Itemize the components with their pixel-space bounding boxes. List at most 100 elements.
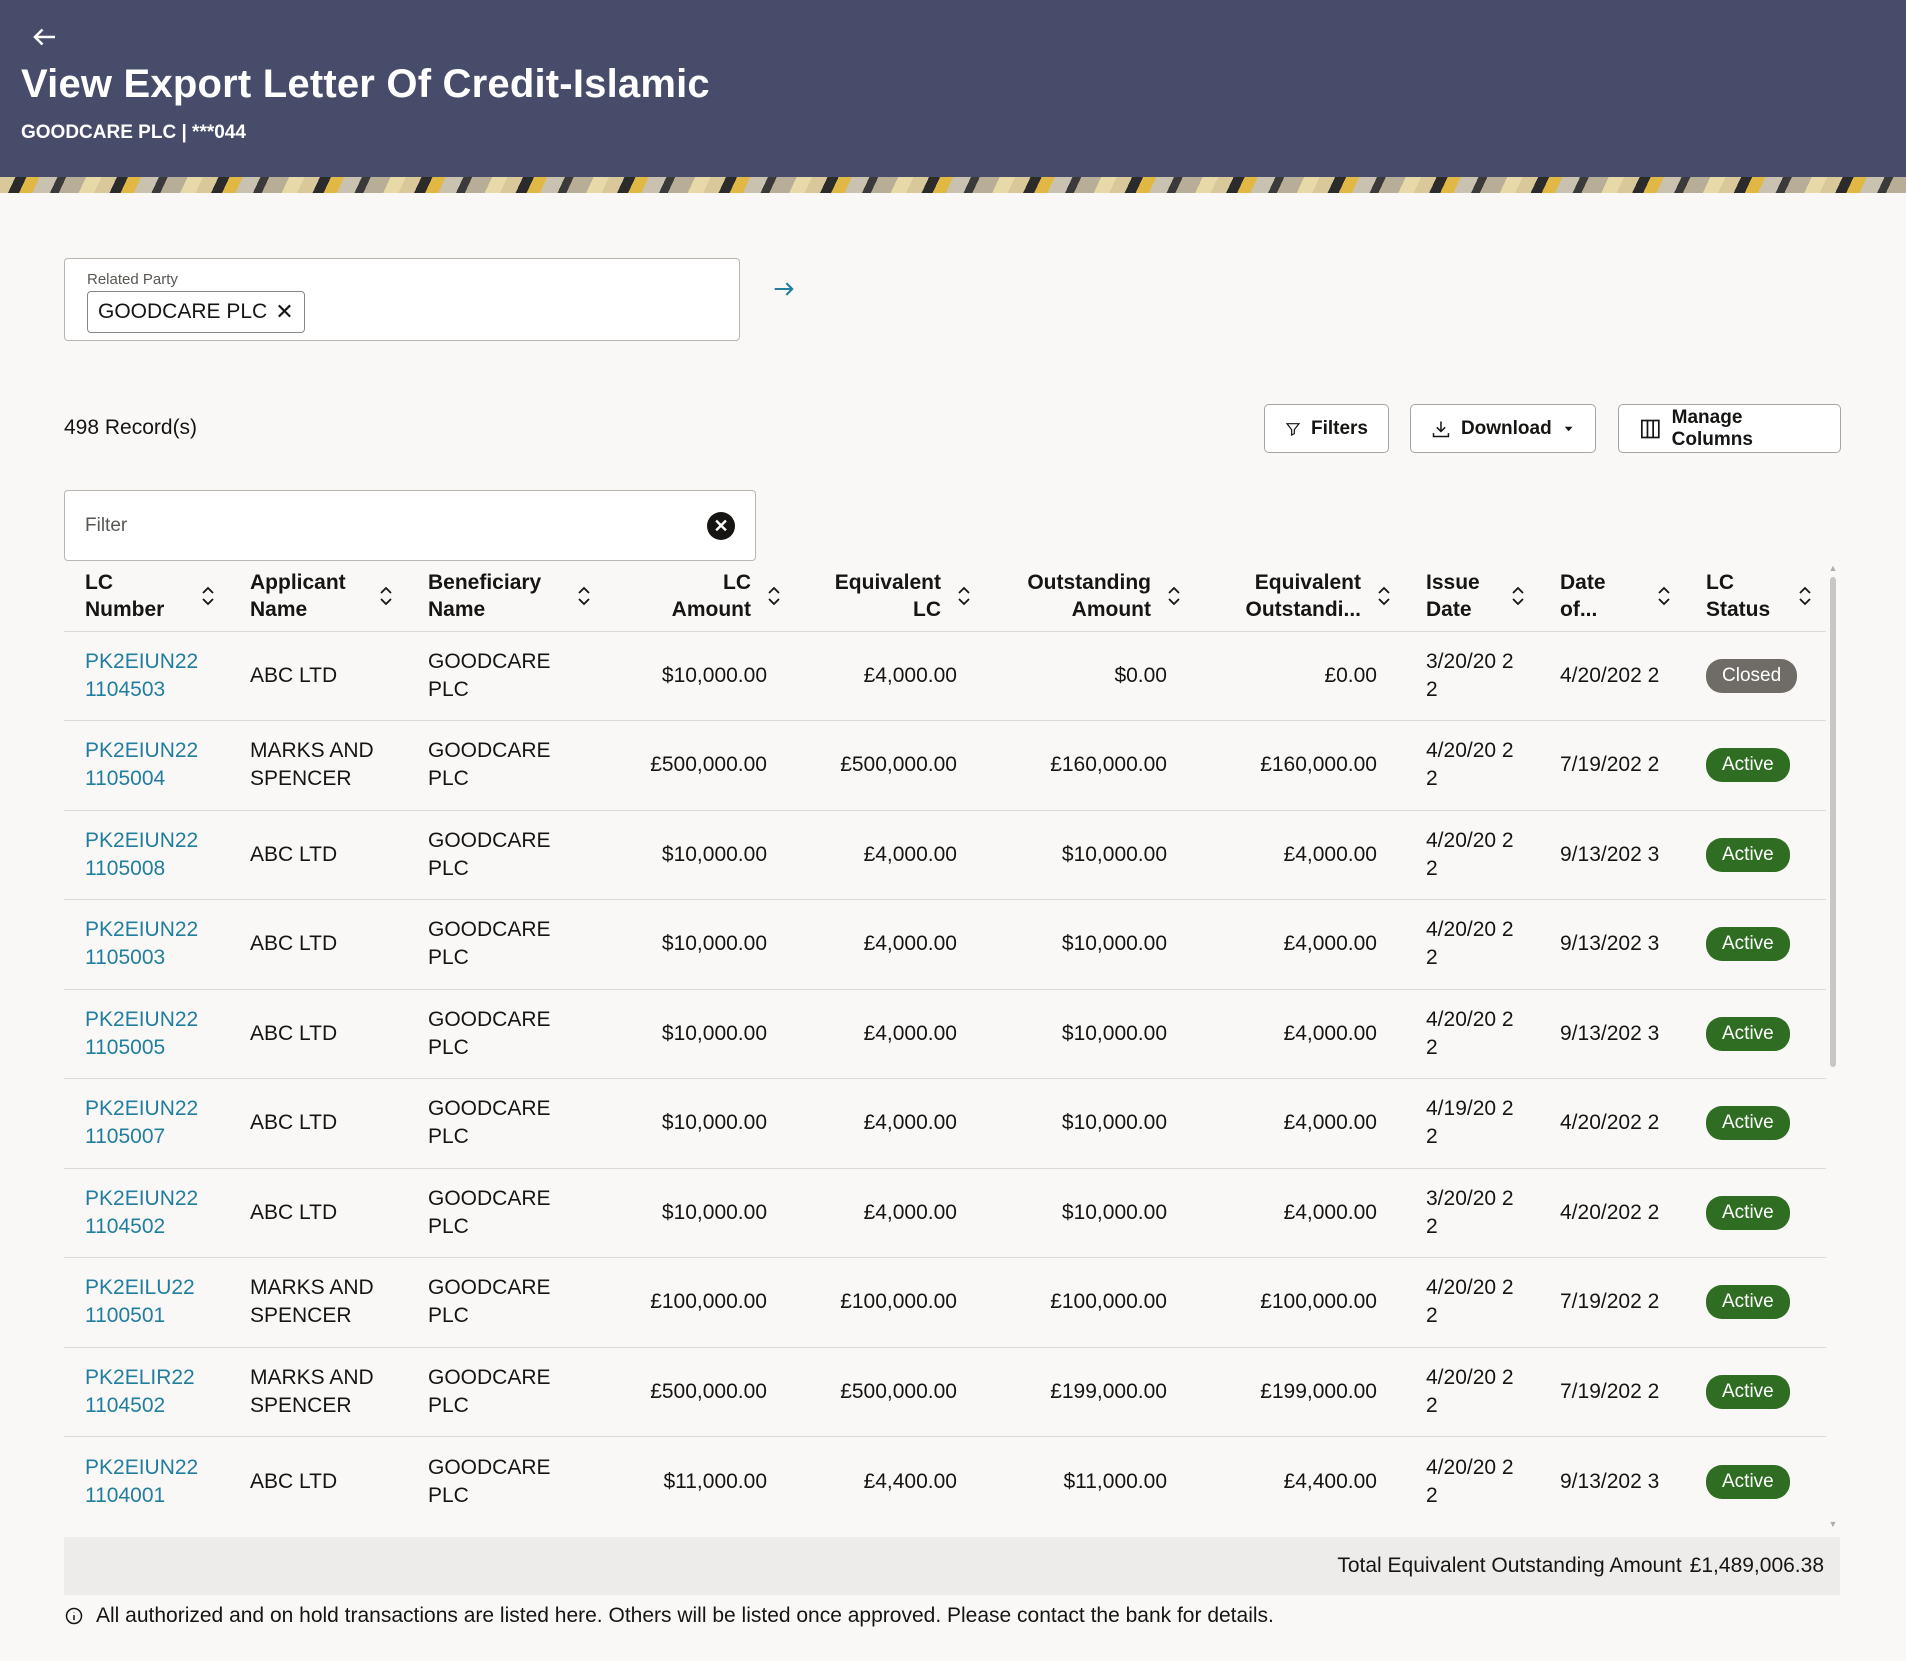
related-party-field[interactable]: Related Party GOODCARE PLC ✕ (64, 258, 740, 341)
column-header-label: Equivalent LC (835, 569, 941, 623)
scroll-up-icon[interactable]: ▲ (1828, 563, 1838, 573)
sort-icon[interactable] (1167, 585, 1181, 607)
status-badge: Closed (1706, 658, 1798, 693)
issue-date: 3/20/20 22 (1426, 1186, 1514, 1238)
equivalent-outstanding: £4,000.00 (1283, 1021, 1377, 1045)
columns-icon (1640, 419, 1660, 438)
issue-date: 4/20/20 22 (1426, 828, 1514, 880)
applicant-name: ABC LTD (250, 1111, 338, 1135)
sort-icon[interactable] (201, 585, 215, 607)
info-note: All authorized and on hold transactions … (64, 1604, 1274, 1628)
download-button[interactable]: Download (1410, 404, 1596, 453)
arrow-right-icon[interactable] (770, 275, 798, 303)
lc-number-link[interactable]: PK2EIUN22 1105007 (85, 1097, 199, 1149)
beneficiary-name: GOODCARE PLC (428, 1455, 551, 1507)
status-badge: Active (1706, 1106, 1790, 1141)
lc-number-link[interactable]: PK2EIUN22 1105003 (85, 918, 199, 970)
equivalent-outstanding: £4,000.00 (1283, 842, 1377, 866)
sort-icon[interactable] (1377, 585, 1391, 607)
column-header[interactable]: LC Number (64, 561, 229, 631)
table-row: PK2EIUN22 1105003 ABC LTD GOODCARE PLC $10,… (64, 899, 1826, 990)
outstanding-amount: $10,000.00 (1061, 932, 1167, 956)
sort-icon[interactable] (957, 585, 971, 607)
equivalent-lc: £4,000.00 (863, 1021, 957, 1045)
applicant-name: ABC LTD (250, 1200, 338, 1224)
column-header[interactable]: Outstanding Amount (985, 561, 1195, 631)
scrollbar-thumb[interactable] (1830, 577, 1836, 1067)
column-header[interactable]: Equivalent LC (795, 561, 985, 631)
total-value: £1,489,006.38 (1689, 1554, 1824, 1577)
lc-number-link[interactable]: PK2EIUN22 1104503 (85, 649, 199, 701)
page-header: View Export Letter Of Credit-Islamic GOO… (0, 0, 1906, 193)
table-row: PK2EIUN22 1105007 ABC LTD GOODCARE PLC $10,… (64, 1078, 1826, 1169)
lc-status-cell: Active (1685, 1168, 1826, 1258)
lc-status-cell: Active (1685, 810, 1826, 900)
column-header-line1: Equivalent (1254, 570, 1361, 594)
lc-number-link[interactable]: PK2EIUN22 1105005 (85, 1007, 199, 1059)
equivalent-lc: £4,000.00 (863, 932, 957, 956)
lc-number-link[interactable]: PK2EIUN22 1104502 (85, 1186, 199, 1238)
manage-columns-button[interactable]: Manage Columns (1618, 404, 1841, 453)
equivalent-lc: £4,000.00 (863, 1111, 957, 1135)
lc-number-link[interactable]: PK2ELIR22 1104502 (85, 1365, 195, 1417)
clear-filter-icon[interactable]: ✕ (707, 512, 735, 540)
issue-date: 4/20/20 22 (1426, 918, 1514, 970)
filter-icon (1285, 422, 1301, 436)
status-badge: Active (1706, 927, 1790, 962)
column-header[interactable]: LC Amount (605, 561, 795, 631)
column-header-label: LC Status (1706, 569, 1770, 623)
table-scrollbar[interactable]: ▲ ▼ (1828, 563, 1838, 1529)
applicant-name: MARKS AND SPENCER (250, 1276, 374, 1328)
remove-chip-icon[interactable]: ✕ (275, 299, 294, 324)
filters-button[interactable]: Filters (1264, 404, 1389, 453)
column-header-line1: LC (723, 570, 751, 594)
column-header[interactable]: Beneficiary Name (407, 561, 605, 631)
outstanding-amount: $10,000.00 (1061, 1021, 1167, 1045)
lc-amount: $10,000.00 (661, 1021, 767, 1045)
column-header[interactable]: Applicant Name (229, 561, 407, 631)
sort-icon[interactable] (1657, 585, 1671, 607)
column-header[interactable]: Issue Date (1405, 561, 1539, 631)
date-of: 9/13/202 3 (1560, 932, 1660, 956)
sort-icon[interactable] (1798, 585, 1812, 607)
date-of: 4/20/202 2 (1560, 663, 1660, 687)
sort-icon[interactable] (767, 585, 781, 607)
lc-number-link[interactable]: PK2EIUN22 1105004 (85, 739, 199, 791)
lc-table-container: LC Number Applicant Name Beneficiary Name LC Am… (64, 561, 1826, 1529)
beneficiary-name: GOODCARE PLC (428, 739, 551, 791)
total-outstanding-bar: Total Equivalent Outstanding Amount £1,4… (64, 1537, 1840, 1595)
arrow-left-icon[interactable] (30, 22, 60, 52)
equivalent-outstanding: £4,000.00 (1283, 932, 1377, 956)
sort-icon[interactable] (1511, 585, 1525, 607)
outstanding-amount: $11,000.00 (1063, 1469, 1167, 1493)
column-header-line2: of... (1560, 597, 1598, 621)
date-of: 9/13/202 3 (1560, 1021, 1660, 1045)
column-header-cell: LC Status (1685, 569, 1826, 623)
equivalent-outstanding: £4,000.00 (1283, 1200, 1377, 1224)
scroll-down-icon[interactable]: ▼ (1828, 1519, 1838, 1529)
status-badge: Active (1706, 837, 1790, 872)
lc-amount: $10,000.00 (661, 663, 767, 687)
column-header[interactable]: LC Status (1685, 561, 1826, 631)
column-header[interactable]: Equivalent Outstandi... (1195, 561, 1405, 631)
beneficiary-name: GOODCARE PLC (428, 1365, 551, 1417)
column-header[interactable]: Date of... (1539, 561, 1685, 631)
sort-icon[interactable] (379, 585, 393, 607)
lc-number-link[interactable]: PK2EIUN22 1105008 (85, 828, 199, 880)
related-party-chip: GOODCARE PLC ✕ (87, 291, 305, 333)
column-header-line1: Equivalent (834, 570, 941, 594)
column-header-label: LC Number (85, 569, 164, 623)
sort-icon[interactable] (577, 585, 591, 607)
lc-number-link[interactable]: PK2EILU22 1100501 (85, 1276, 195, 1328)
equivalent-outstanding: £160,000.00 (1260, 753, 1377, 777)
column-header-line1: LC (85, 570, 113, 594)
lc-amount: $10,000.00 (661, 1111, 767, 1135)
applicant-name: ABC LTD (250, 663, 338, 687)
column-header-line1: Date (1560, 570, 1606, 594)
issue-date: 3/20/20 22 (1426, 649, 1514, 701)
column-header-cell: Applicant Name (229, 569, 407, 623)
filter-input[interactable] (85, 511, 685, 541)
beneficiary-name: GOODCARE PLC (428, 828, 551, 880)
column-header-line1: Applicant (250, 570, 346, 594)
lc-number-link[interactable]: PK2EIUN22 1104001 (85, 1455, 199, 1507)
